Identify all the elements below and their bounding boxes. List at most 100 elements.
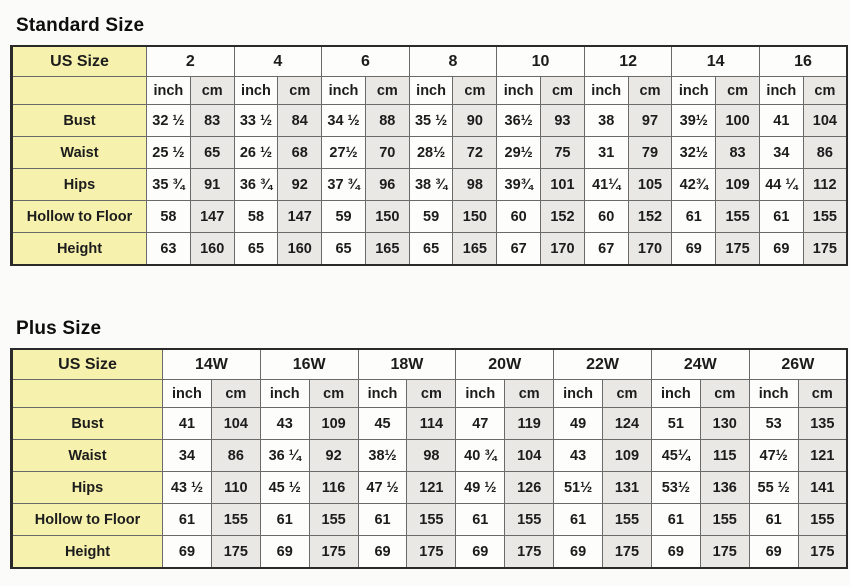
- inch-value-cell: 61: [553, 503, 604, 536]
- inch-unit-header-cell: inch: [259, 379, 310, 408]
- inch-value-cell: 35 ¾: [146, 168, 191, 201]
- inch-value-cell: 40 ¾: [455, 439, 506, 472]
- cm-value-cell: 165: [452, 232, 498, 266]
- cm-unit-header-cell: cm: [504, 379, 555, 408]
- size-header-cell: 2: [146, 45, 235, 77]
- inch-value-cell: 26 ½: [233, 136, 279, 169]
- inch-unit-header-cell: inch: [671, 76, 717, 105]
- inch-value-cell: 33 ½: [233, 104, 279, 137]
- cm-value-cell: 155: [699, 503, 750, 536]
- inch-value-cell: 65: [408, 232, 454, 266]
- measurement-row: Hollow to Floor 58 147 58 147 59 150 59 150 60 152…: [11, 200, 848, 233]
- plus-size-table: US Size 14W 16W 18W 20W 22W 24W 26W inch cm inch cm…: [10, 348, 848, 569]
- cm-value-cell: 155: [797, 503, 848, 536]
- cm-value-cell: 92: [277, 168, 323, 201]
- inch-value-cell: 69: [553, 535, 604, 569]
- measurement-row: Waist 25 ½ 65 26 ½ 68 27½ 70 28½ 72 29½ 75 31 79 32½ 8…: [11, 136, 848, 169]
- measurement-label-cell: Hollow to Floor: [11, 200, 147, 233]
- cm-unit-header-cell: cm: [797, 379, 848, 408]
- inch-value-cell: 69: [259, 535, 310, 569]
- us-size-corner-cell: US Size: [11, 45, 147, 77]
- inch-value-cell: 29½: [496, 136, 542, 169]
- inch-value-cell: 67: [583, 232, 629, 266]
- size-header-cell: 14W: [162, 348, 261, 380]
- standard-size-table: US Size 2 4 6 8 10 12 14 16 inch cm inch cm inch cm inc…: [10, 45, 848, 266]
- cm-value-cell: 68: [277, 136, 323, 169]
- cm-value-cell: 165: [364, 232, 410, 266]
- cm-value-cell: 170: [540, 232, 585, 266]
- inch-value-cell: 61: [671, 200, 717, 233]
- cm-unit-header-cell: cm: [308, 379, 359, 408]
- us-size-corner-cell: US Size: [11, 348, 163, 380]
- size-header-cell: 16: [758, 45, 848, 77]
- inch-value-cell: 61: [455, 503, 506, 536]
- cm-value-cell: 104: [802, 104, 848, 137]
- inch-value-cell: 43: [553, 439, 604, 472]
- size-header-cell: 26W: [748, 348, 848, 380]
- cm-value-cell: 155: [504, 503, 555, 536]
- cm-value-cell: 86: [802, 136, 848, 169]
- inch-value-cell: 67: [496, 232, 542, 266]
- cm-unit-header-cell: cm: [406, 379, 457, 408]
- inch-value-cell: 65: [233, 232, 279, 266]
- inch-value-cell: 60: [496, 200, 542, 233]
- cm-unit-header-cell: cm: [210, 379, 261, 408]
- cm-value-cell: 83: [189, 104, 235, 137]
- inch-value-cell: 25 ½: [146, 136, 191, 169]
- inch-value-cell: 27½: [321, 136, 366, 169]
- inch-value-cell: 42¾: [671, 168, 717, 201]
- size-header-cell: 16W: [259, 348, 359, 380]
- inch-value-cell: 51½: [553, 471, 604, 504]
- inch-value-cell: 41: [162, 407, 212, 440]
- cm-value-cell: 65: [189, 136, 235, 169]
- inch-unit-header-cell: inch: [321, 76, 366, 105]
- cm-value-cell: 175: [602, 535, 652, 569]
- inch-unit-header-cell: inch: [146, 76, 191, 105]
- inch-value-cell: 31: [583, 136, 629, 169]
- inch-value-cell: 69: [671, 232, 717, 266]
- inch-value-cell: 49 ½: [455, 471, 506, 504]
- inch-value-cell: 34: [162, 439, 212, 472]
- cm-unit-header-cell: cm: [364, 76, 410, 105]
- inch-value-cell: 35 ½: [408, 104, 454, 137]
- cm-value-cell: 147: [277, 200, 323, 233]
- size-header-cell: 12: [583, 45, 673, 77]
- inch-value-cell: 65: [321, 232, 366, 266]
- measurement-row: Bust 41 104 43 109 45 114 47 119 49 124 51 130 53 135: [11, 407, 848, 440]
- inch-value-cell: 61: [357, 503, 408, 536]
- inch-unit-header-cell: inch: [357, 379, 408, 408]
- inch-value-cell: 45¼: [650, 439, 701, 472]
- cm-value-cell: 93: [540, 104, 585, 137]
- cm-value-cell: 155: [406, 503, 457, 536]
- inch-value-cell: 36½: [496, 104, 542, 137]
- cm-value-cell: 75: [540, 136, 585, 169]
- size-header-cell: 4: [233, 45, 323, 77]
- size-chart-page: Standard Size US Size 2 4 6 8 10 12 14 16 inch cm i…: [0, 15, 850, 569]
- cm-value-cell: 175: [210, 535, 261, 569]
- measurement-row: Bust 32 ½ 83 33 ½ 84 34 ½ 88 35 ½ 90 36½ 93 38 97 39½…: [11, 104, 848, 137]
- cm-value-cell: 90: [452, 104, 498, 137]
- size-header-cell: 10: [496, 45, 585, 77]
- cm-value-cell: 104: [504, 439, 555, 472]
- inch-value-cell: 58: [146, 200, 191, 233]
- inch-value-cell: 34 ½: [321, 104, 366, 137]
- measurement-label-cell: Height: [11, 535, 163, 569]
- inch-value-cell: 32½: [671, 136, 717, 169]
- measurement-label-cell: Waist: [11, 136, 147, 169]
- cm-value-cell: 92: [308, 439, 359, 472]
- cm-value-cell: 147: [189, 200, 235, 233]
- measurement-row: Hips 35 ¾ 91 36 ¾ 92 37 ¾ 96 38 ¾ 98 39¾ 101 41¼ 105…: [11, 168, 848, 201]
- corner-spacer-cell: [11, 379, 163, 408]
- cm-value-cell: 150: [364, 200, 410, 233]
- cm-value-cell: 124: [602, 407, 652, 440]
- inch-unit-header-cell: inch: [583, 76, 629, 105]
- inch-value-cell: 49: [553, 407, 604, 440]
- cm-value-cell: 121: [797, 439, 848, 472]
- cm-value-cell: 96: [364, 168, 410, 201]
- inch-value-cell: 45 ½: [259, 471, 310, 504]
- cm-value-cell: 136: [699, 471, 750, 504]
- plus-size-section: Plus Size US Size 14W 16W 18W 20W 22W 24W 26W in…: [0, 318, 850, 569]
- cm-value-cell: 84: [277, 104, 323, 137]
- cm-value-cell: 100: [715, 104, 760, 137]
- cm-value-cell: 83: [715, 136, 760, 169]
